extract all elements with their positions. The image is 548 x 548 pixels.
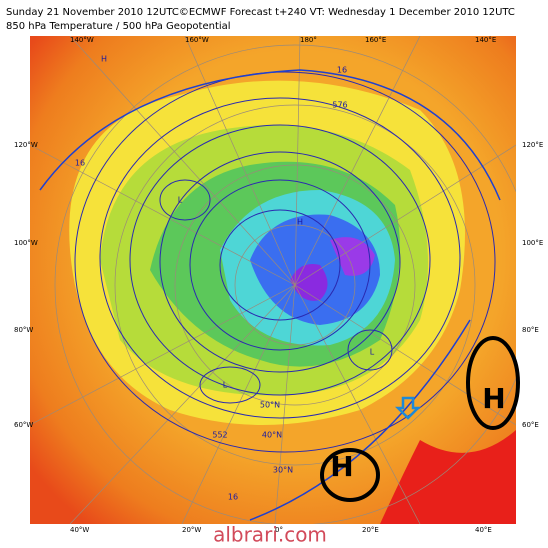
map-label: 30°N: [273, 466, 293, 475]
coordinate-label: 120°W: [14, 141, 38, 149]
coordinate-label: 100°E: [522, 239, 543, 247]
map-label: 50°N: [260, 401, 280, 410]
coordinate-label: 160°E: [365, 36, 386, 44]
coordinate-label: 80°E: [522, 326, 539, 334]
watermark: albrari.com: [213, 523, 327, 545]
coordinate-label: 40°W: [70, 526, 89, 534]
map-label: L: [178, 196, 183, 205]
coordinate-label: 140°E: [475, 36, 496, 44]
coordinate-label: 20°W: [182, 526, 201, 534]
header-line2: 850 hPa Temperature / 500 hPa Geopotenti…: [6, 21, 231, 32]
annotation-text: H: [482, 382, 505, 415]
header-line1: Sunday 21 November 2010 12UTC©ECMWF Fore…: [6, 7, 515, 18]
coordinate-label: 120°E: [522, 141, 543, 149]
coordinate-label: 100°W: [14, 239, 38, 247]
map-label: 576: [332, 101, 347, 110]
annotation-circle: [466, 336, 520, 430]
coordinate-label: 180°: [300, 36, 317, 44]
coordinate-label: 60°W: [14, 421, 33, 429]
map-label: 40°N: [262, 431, 282, 440]
map-label: H: [297, 218, 303, 227]
annotation-circle: [320, 448, 380, 502]
map-label: L: [370, 348, 375, 357]
map-label: 552: [212, 431, 227, 440]
coordinate-label: 60°E: [522, 421, 539, 429]
coordinate-label: 140°W: [70, 36, 94, 44]
annotation-text: H: [330, 450, 353, 483]
coordinate-label: 80°W: [14, 326, 33, 334]
map-field: [30, 36, 516, 524]
coordinate-label: 20°E: [362, 526, 379, 534]
map-label: 16: [75, 159, 85, 168]
map-label: H: [101, 55, 107, 64]
coordinate-label: 40°E: [475, 526, 492, 534]
map-label: 16: [228, 493, 238, 502]
coordinate-label: 0°: [275, 526, 283, 534]
map-label: L: [223, 381, 228, 390]
coordinate-label: 160°W: [185, 36, 209, 44]
map-label: 16: [337, 66, 347, 75]
